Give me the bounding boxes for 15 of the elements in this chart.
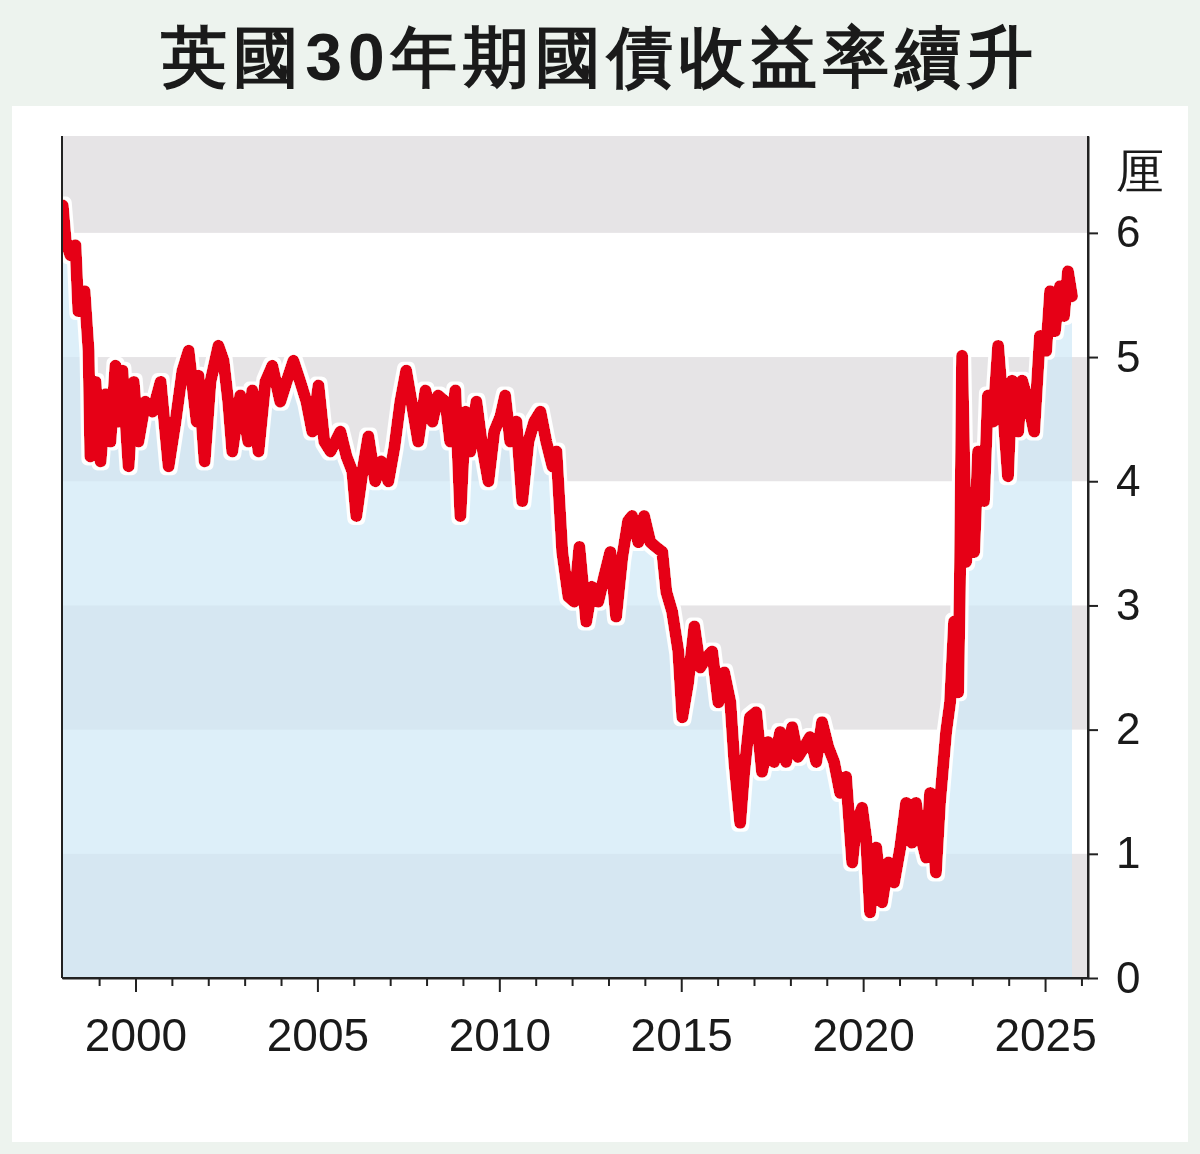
x-tick-label: 2005 — [266, 1008, 370, 1061]
y-tick-label: 6 — [1116, 207, 1141, 257]
y-tick-label: 5 — [1116, 331, 1141, 381]
x-tick-label: 2015 — [630, 1008, 733, 1061]
y-tick-label: 3 — [1116, 580, 1141, 630]
y-tick-label: 4 — [1116, 455, 1141, 505]
y-tick-label: 2 — [1116, 704, 1141, 754]
x-tick-label: 2010 — [448, 1008, 551, 1061]
chart-title: 英國30年期國債收益率續升 — [160, 20, 1039, 94]
x-tick-label: 2025 — [994, 1008, 1097, 1061]
y-axis-title: 厘 — [1116, 145, 1164, 198]
y-tick-label: 0 — [1116, 952, 1141, 1002]
x-tick-label: 2000 — [84, 1008, 188, 1061]
y-tick-label: 1 — [1116, 828, 1141, 878]
x-tick-label: 2020 — [812, 1008, 915, 1061]
